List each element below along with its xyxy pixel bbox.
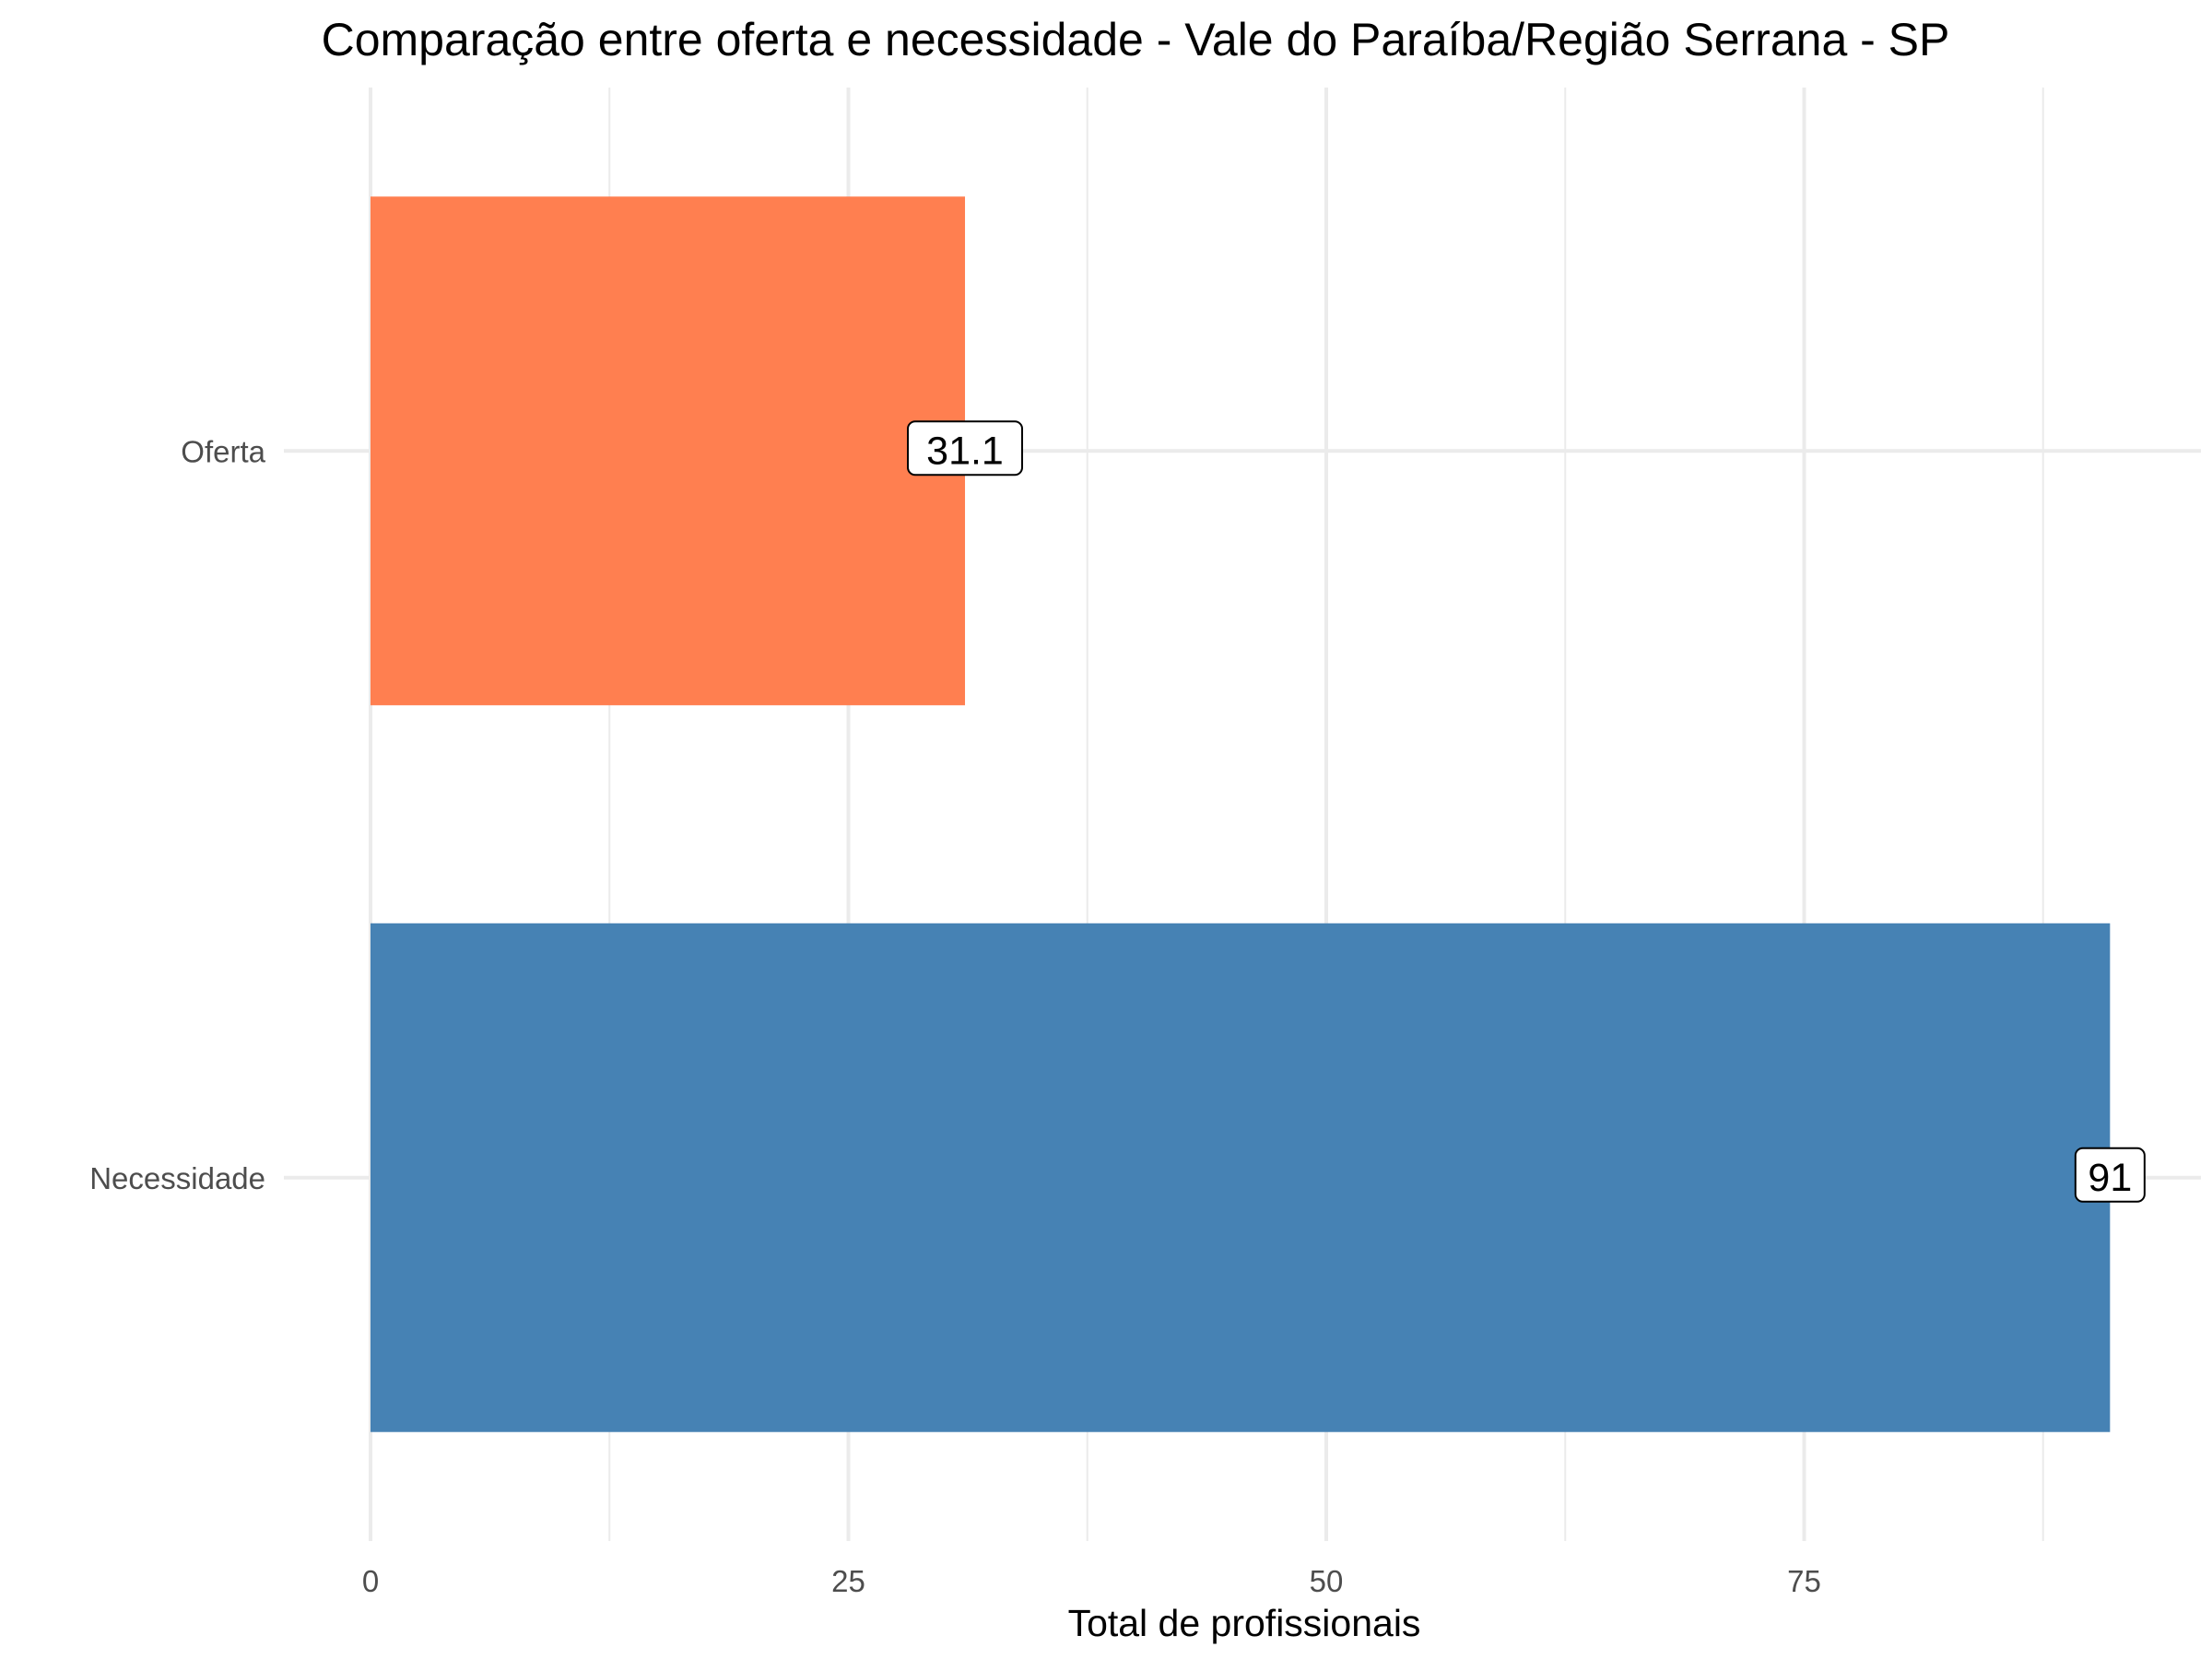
x-tick-label: 0 [362,1564,379,1598]
bar-necessidade [371,923,2111,1432]
x-tick-labels: 0 25 50 75 [362,1564,1821,1598]
data-label: 31.1 [907,420,1024,477]
bar-oferta [371,196,966,706]
data-labels: 31.1 91 [907,420,2146,1203]
data-label-text: 91 [2088,1156,2132,1200]
x-axis-label: Total de profissionais [1068,1602,1421,1644]
bars [371,196,2111,1432]
data-label-box [2074,1147,2146,1203]
x-tick-label: 75 [1787,1564,1821,1598]
y-tick-label: Oferta [181,434,265,468]
x-tick-label: 50 [1310,1564,1344,1598]
y-tick-labels: Oferta Necessidade [89,434,265,1195]
x-tick-label: 25 [831,1564,865,1598]
data-label: 91 [2074,1147,2146,1203]
y-tick-label: Necessidade [89,1161,265,1195]
chart-title: Comparação entre oferta e necessidade - … [322,14,1950,65]
data-label-text: 31.1 [926,429,1004,473]
data-label-box [907,420,1024,477]
